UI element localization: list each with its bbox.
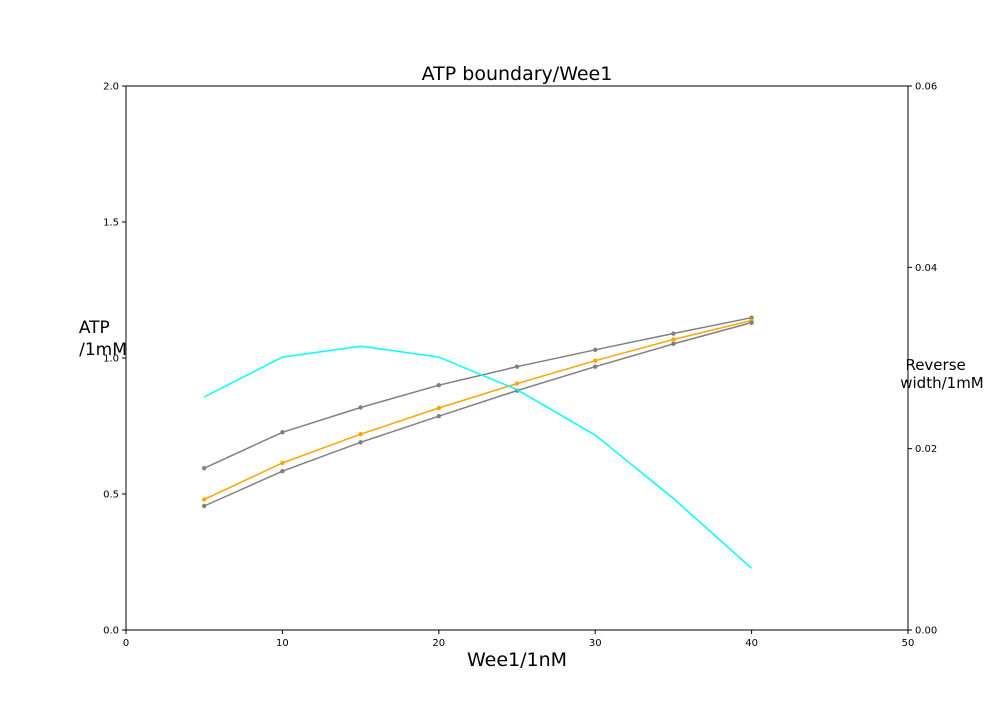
- y-axis-ticks: 0.0 0.5 1.0 1.5 2.0: [103, 82, 126, 637]
- data-point: [671, 337, 676, 342]
- y2-tick-label: 0.02: [915, 444, 937, 455]
- series-line-1: [203, 316, 752, 469]
- data-point: [436, 414, 441, 419]
- data-point: [358, 440, 363, 445]
- data-point: [514, 381, 520, 386]
- data-point: [436, 405, 441, 411]
- x-tick-label: 20: [432, 638, 445, 649]
- data-point: [358, 405, 363, 410]
- y2-tick-label: 0.04: [915, 263, 937, 274]
- chart-title: ATP boundary/Wee1: [422, 63, 613, 85]
- y-axis-label: ATP /1mM: [79, 318, 127, 360]
- plot-area: [125, 85, 909, 631]
- x-tick-label: 30: [589, 638, 602, 649]
- data-point: [593, 358, 598, 363]
- data-point: [202, 497, 207, 502]
- data-point: [358, 431, 363, 437]
- x-axis-label: Wee1/1nM: [467, 649, 567, 671]
- y-axis-label-line-2: /1mM: [79, 340, 127, 360]
- data-point: [671, 341, 676, 347]
- y-tick-label: 0.5: [103, 490, 119, 501]
- data-point: [280, 468, 285, 474]
- y-tick-label: 1.0: [103, 354, 119, 365]
- x-tick-label: 50: [902, 638, 915, 649]
- data-point: [280, 460, 285, 466]
- x-tick-label: 0: [123, 638, 129, 649]
- y2-axis-label-line-1: Reverse: [905, 356, 965, 374]
- data-point: [593, 364, 598, 369]
- x-tick-label: 10: [276, 638, 289, 649]
- y-tick-label: 1.5: [103, 218, 119, 229]
- data-point: [280, 430, 285, 435]
- data-point: [202, 465, 207, 471]
- data-point: [593, 347, 598, 353]
- data-point: [671, 331, 676, 336]
- x-axis-ticks: 0 10 20 30 40 50: [123, 630, 915, 649]
- series-line-4: [203, 345, 753, 569]
- y2-axis-label: Reverse width/1mM: [900, 356, 984, 392]
- y2-axis-ticks: 0.00 0.02 0.04 0.06: [908, 82, 937, 637]
- y-axis-label-line-1: ATP: [79, 318, 110, 338]
- series-layer: [202, 315, 754, 569]
- x-tick-label: 40: [745, 638, 758, 649]
- data-point: [749, 320, 754, 325]
- y2-axis-label-line-2: width/1mM: [900, 374, 984, 392]
- data-point: [202, 503, 207, 509]
- data-point: [514, 364, 520, 369]
- y2-tick-label: 0.00: [915, 626, 937, 637]
- data-point: [436, 383, 441, 388]
- y-tick-label: 0.0: [103, 626, 119, 637]
- series-line-3: [203, 321, 752, 507]
- y-tick-label: 2.0: [103, 82, 119, 93]
- series-line-2: [203, 319, 752, 501]
- y2-tick-label: 0.06: [915, 82, 937, 93]
